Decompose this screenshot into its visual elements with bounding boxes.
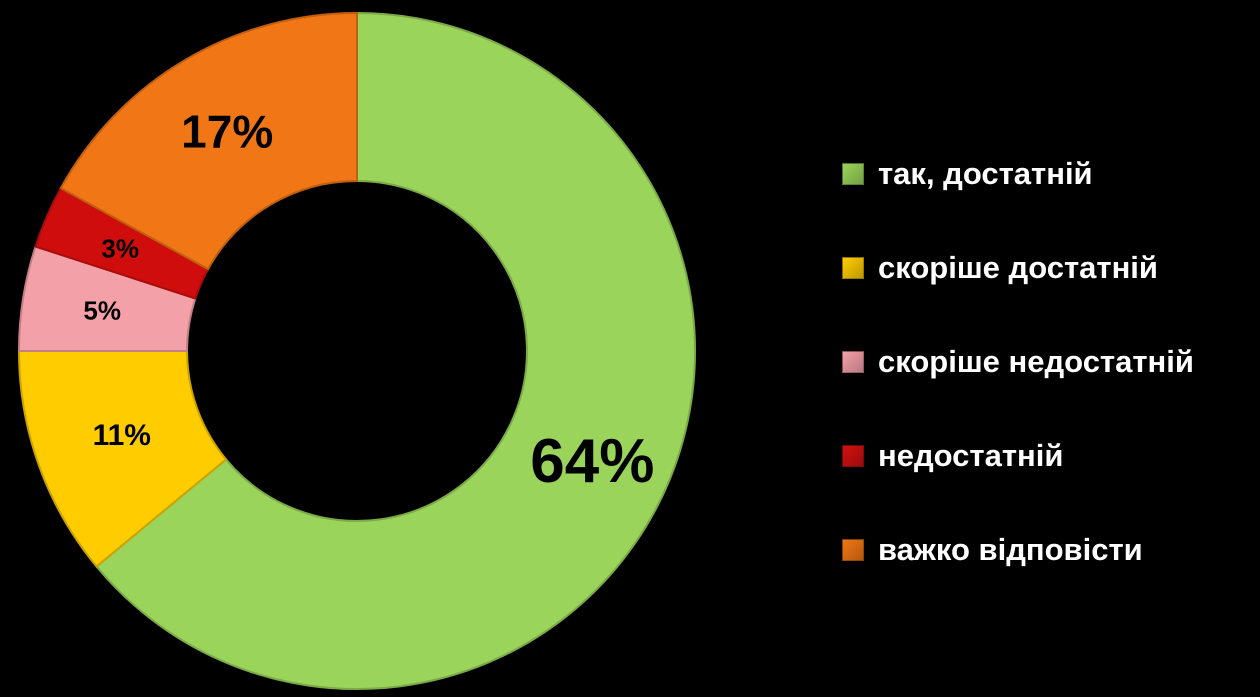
- legend-swatch-4: [842, 445, 864, 467]
- legend-label-1: так, достатній: [878, 156, 1093, 191]
- legend-label-5: важко відповісти: [878, 532, 1143, 567]
- donut-slices: [17, 11, 696, 690]
- slice-label-3: 5%: [83, 296, 121, 326]
- slice-label-1: 64%: [530, 427, 654, 496]
- slice-2: [17, 350, 228, 568]
- legend-swatch-5: [842, 539, 864, 561]
- slice-label-4: 3%: [101, 234, 139, 264]
- legend-swatch-3: [842, 351, 864, 373]
- legend-item-1: так, достатній: [842, 150, 1260, 198]
- donut-chart-svg: 64% 11% 5% 3% 17%: [17, 11, 696, 690]
- legend-label-3: скоріше недостатній: [878, 344, 1194, 379]
- slice-5: [59, 11, 358, 271]
- legend-label-4: недостатній: [878, 438, 1064, 473]
- legend-item-5: важко відповісти: [842, 526, 1260, 574]
- slice-label-5: 17%: [181, 106, 273, 158]
- legend-swatch-1: [842, 163, 864, 185]
- legend-label-2: скоріше достатній: [878, 250, 1158, 285]
- legend: так, достатній скоріше достатній скоріше н…: [842, 150, 1260, 620]
- slice-1: [95, 11, 696, 690]
- slice-labels: 64% 11% 5% 3% 17%: [83, 106, 654, 497]
- legend-item-4: недостатній: [842, 432, 1260, 480]
- slice-label-2: 11%: [93, 419, 151, 452]
- legend-swatch-2: [842, 257, 864, 279]
- legend-item-2: скоріше достатній: [842, 244, 1260, 292]
- legend-item-3: скоріше недостатній: [842, 338, 1260, 386]
